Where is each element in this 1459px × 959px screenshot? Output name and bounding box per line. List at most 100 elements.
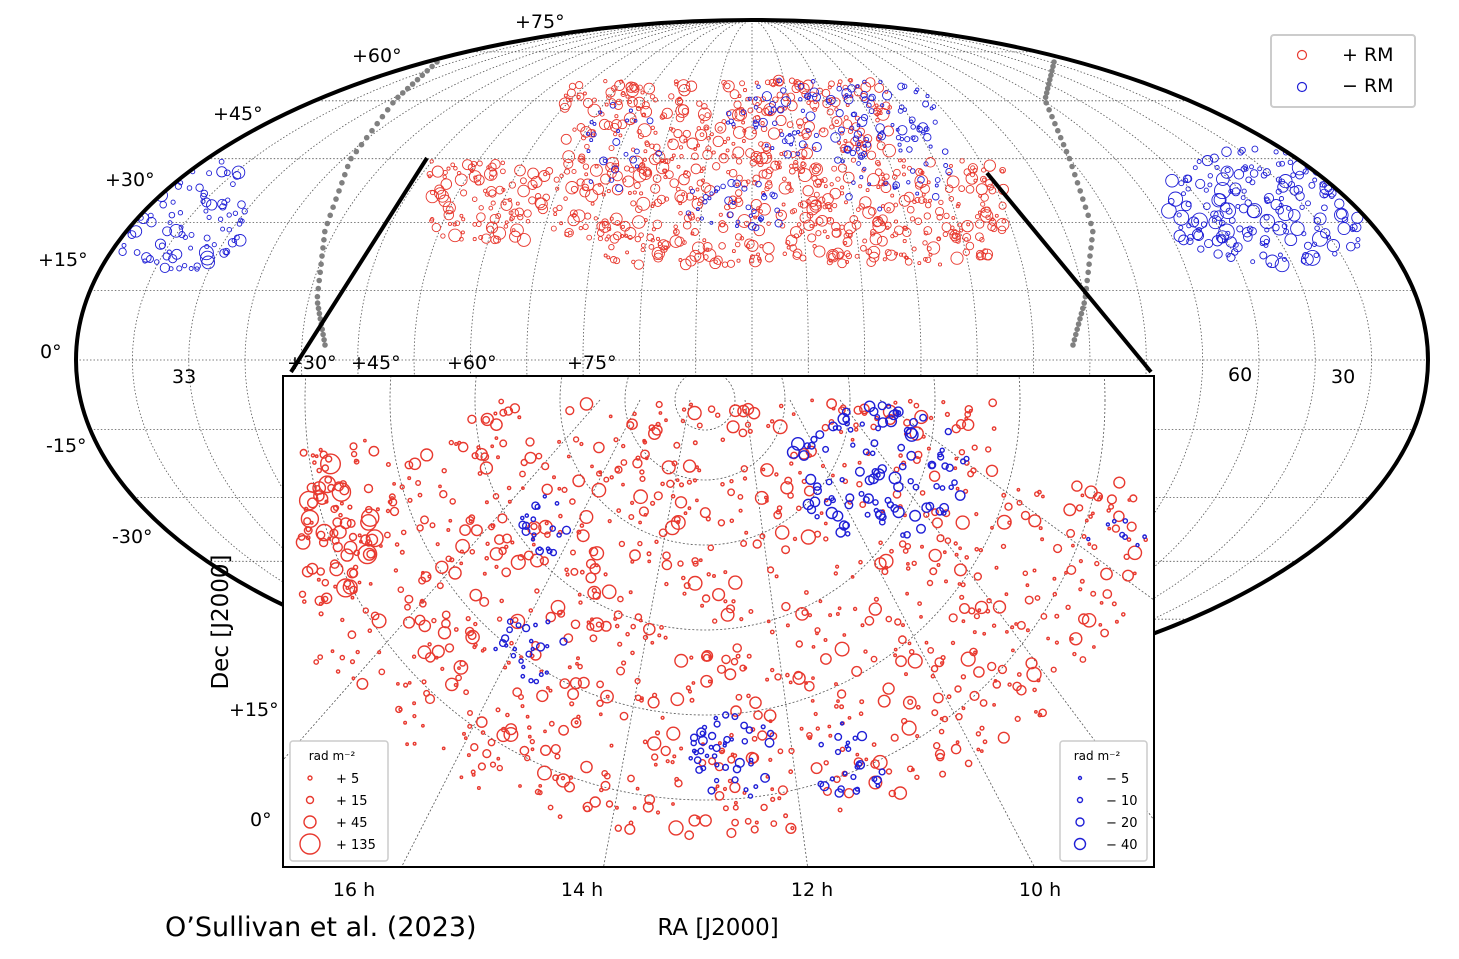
- inset-rm-point: [954, 563, 968, 577]
- inset-rm-point: [523, 550, 534, 561]
- inset-rm-point: [609, 475, 614, 480]
- inset-rm-point: [933, 482, 940, 490]
- allsky-rm-point: [895, 127, 900, 132]
- allsky-rm-point: [146, 255, 154, 263]
- inset-rm-point: [492, 492, 500, 500]
- allsky-rm-point: [186, 158, 192, 164]
- inset-rm-point: [539, 556, 550, 566]
- inset-rm-point: [720, 481, 725, 487]
- allsky-rm-point: [144, 191, 152, 198]
- allsky-rm-point: [839, 130, 845, 136]
- inset-rm-point: [654, 539, 659, 544]
- inset-rm-point: [713, 715, 719, 721]
- allsky-rm-point: [527, 179, 538, 190]
- allsky-rm-point: [585, 131, 590, 136]
- allsky-rm-point: [608, 98, 616, 106]
- inset-rm-point: [1088, 514, 1093, 519]
- inset-rm-point: [854, 427, 859, 432]
- inset-rm-point: [733, 800, 738, 805]
- allsky-rm-point: [644, 169, 651, 176]
- allsky-rm-point: [174, 182, 182, 190]
- inset-rm-point: [931, 709, 939, 717]
- allsky-rm-point: [620, 91, 626, 97]
- inset-rm-point: [549, 548, 558, 557]
- inset-rm-point: [845, 746, 852, 752]
- inset-rm-point: [839, 704, 845, 710]
- allsky-rm-point: [831, 165, 838, 172]
- allsky-rm-point: [985, 179, 993, 187]
- inset-rm-point: [660, 745, 671, 757]
- inset-rm-point: [546, 686, 550, 690]
- galactic-plane-dot: [344, 163, 351, 170]
- inset-rm-point: [312, 481, 327, 495]
- inset-rm-point: [420, 448, 434, 462]
- inset-rm-point: [856, 730, 868, 742]
- allsky-rm-point: [587, 103, 602, 118]
- allsky-rm-point: [1295, 191, 1305, 201]
- allsky-rm-point: [909, 168, 916, 174]
- allsky-rm-point: [640, 243, 646, 248]
- inset-rm-point: [635, 786, 640, 791]
- inset-rm-point: [1135, 542, 1140, 548]
- inset-rm-point: [415, 480, 422, 487]
- allsky-rm-point: [476, 160, 483, 167]
- allsky-rm-point: [983, 159, 996, 172]
- inset-rm-point: [749, 696, 762, 710]
- allsky-rm-point: [902, 239, 907, 244]
- inset-rm-point: [346, 567, 358, 579]
- inset-rm-point: [711, 587, 726, 602]
- allsky-rm-point: [806, 211, 814, 219]
- allsky-rm-point: [975, 219, 985, 229]
- allsky-rm-point: [758, 169, 768, 179]
- allsky-rm-point: [603, 253, 608, 258]
- allsky-rm-point: [825, 94, 836, 106]
- allsky-rm-point: [862, 79, 867, 85]
- inset-rm-point: [435, 560, 449, 574]
- allsky-rm-point: [892, 181, 901, 190]
- inset-rm-point: [724, 668, 737, 681]
- inset-rm-point: [465, 629, 480, 645]
- inset-meridian: [789, 399, 1035, 867]
- inset-rm-point: [496, 728, 511, 743]
- allsky-rm-point: [453, 166, 458, 171]
- allsky-rm-point: [922, 100, 930, 108]
- allsky-rm-point: [508, 181, 516, 189]
- allsky-rm-point: [805, 111, 816, 122]
- inset-rm-point: [765, 677, 770, 682]
- inset-rm-point: [766, 729, 775, 738]
- inset-rm-point: [625, 631, 630, 637]
- allsky-rm-point: [1180, 200, 1192, 212]
- allsky-rm-point: [826, 97, 833, 104]
- allsky-rm-point: [650, 183, 661, 194]
- inset-rm-point: [670, 692, 685, 707]
- allsky-rm-point: [920, 183, 930, 194]
- inset-rm-point: [780, 481, 794, 495]
- inset-rm-point: [427, 642, 432, 647]
- allsky-rm-point: [657, 239, 669, 251]
- inset-rm-point: [497, 513, 508, 524]
- allsky-rm-point: [1246, 225, 1254, 233]
- allsky-rm-point: [489, 169, 497, 177]
- inset-rm-point: [875, 472, 881, 478]
- allsky-rm-point: [637, 123, 652, 138]
- allsky-rm-point: [877, 131, 886, 141]
- inset-legend-positive-label-1: + 5: [336, 772, 359, 787]
- allsky-dec-label-15: +15°: [38, 249, 88, 271]
- inset-rm-point: [479, 596, 490, 607]
- inset-rm-point: [603, 572, 608, 577]
- inset-rm-point: [527, 734, 532, 739]
- inset-rm-point: [781, 601, 791, 612]
- allsky-rm-point: [854, 253, 860, 259]
- allsky-rm-point: [662, 158, 669, 165]
- allsky-rm-point: [1260, 171, 1268, 179]
- inset-rm-point: [1105, 522, 1111, 527]
- allsky-rm-point: [745, 243, 751, 249]
- inset-rm-point: [908, 649, 915, 655]
- inset-rm-point: [726, 827, 737, 839]
- inset-rm-point: [687, 506, 692, 511]
- galactic-plane-dot: [333, 196, 339, 202]
- allsky-rm-point: [902, 107, 908, 112]
- inset-rm-point: [842, 633, 847, 637]
- inset-rm-point: [722, 786, 728, 792]
- inset-rm-point: [834, 704, 839, 709]
